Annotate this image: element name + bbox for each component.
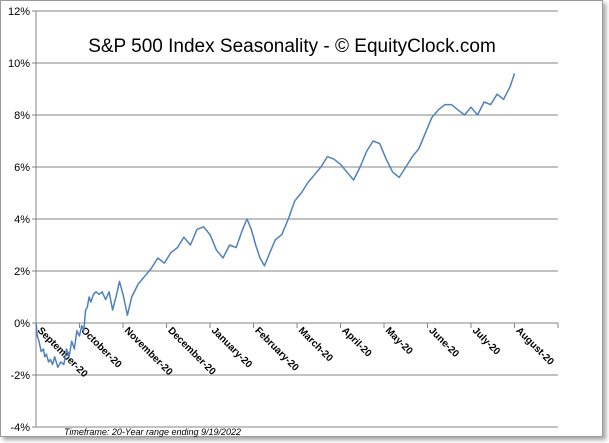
y-tick-label: 12% [8, 6, 30, 18]
x-tick-label: April-20 [339, 325, 373, 359]
x-tick-label: August-20 [513, 325, 556, 368]
y-tick-label: -4% [10, 422, 30, 434]
series-line [35, 73, 516, 368]
x-tick-label: October-20 [78, 325, 123, 370]
y-tick-label: 2% [14, 266, 30, 278]
timeframe-note: Timeframe: 20-Year range ending 9/19/202… [64, 427, 241, 437]
y-tick-label: 8% [14, 110, 30, 122]
y-tick-label: 6% [14, 162, 30, 174]
grid-layer [36, 10, 558, 428]
x-tick-label: February-20 [252, 325, 301, 374]
series-layer [35, 73, 516, 368]
y-tick-label: -2% [10, 370, 30, 382]
y-tick-label: 4% [14, 214, 30, 226]
chart-title: S&P 500 Index Seasonality - © EquityCloc… [88, 36, 496, 57]
y-tick-label: 10% [8, 58, 30, 70]
x-tick-label: June-20 [426, 325, 461, 360]
x-tick-label: July-20 [470, 325, 502, 357]
y-tick-label: 0% [14, 318, 30, 330]
x-tick-label: May-20 [383, 325, 415, 357]
axis-layer: -4%-2%0%2%4%6%8%10%12%September-20Octobe… [8, 6, 559, 434]
x-tick-label: January-20 [209, 325, 254, 370]
x-tick-label: March-20 [296, 325, 335, 364]
